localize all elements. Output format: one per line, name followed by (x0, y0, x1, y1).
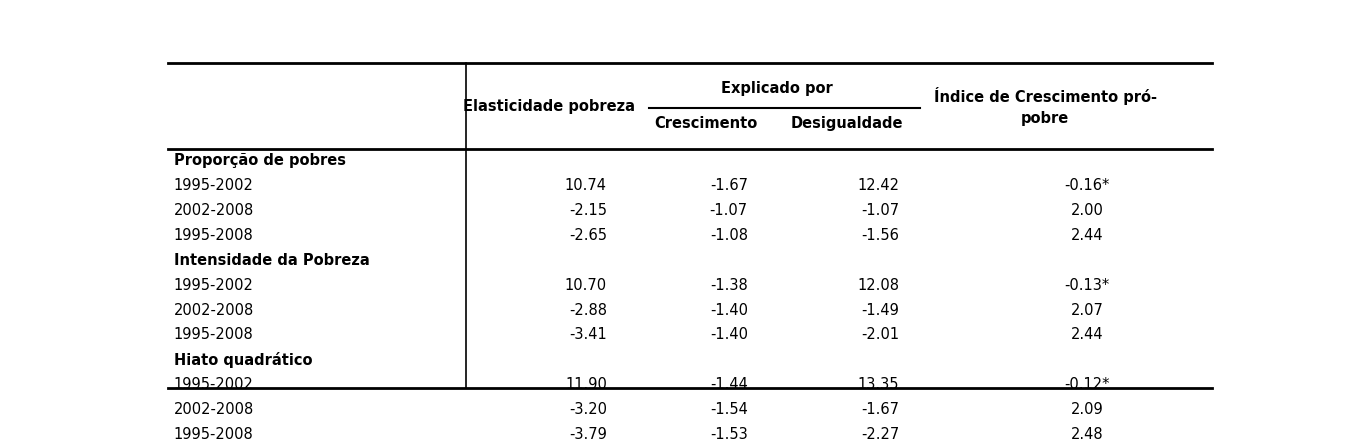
Text: 13.35: 13.35 (858, 377, 900, 392)
Text: 1995-2002: 1995-2002 (174, 377, 253, 392)
Text: 11.90: 11.90 (564, 377, 606, 392)
Text: -2.65: -2.65 (568, 228, 606, 243)
Text: 2002-2008: 2002-2008 (174, 203, 253, 218)
Text: 10.70: 10.70 (564, 278, 606, 293)
Text: 2.48: 2.48 (1071, 427, 1103, 442)
Text: -1.07: -1.07 (710, 203, 748, 218)
Text: -0.13*: -0.13* (1064, 278, 1110, 293)
Text: 2002-2008: 2002-2008 (174, 402, 253, 417)
Text: -1.08: -1.08 (710, 228, 748, 243)
Text: -2.01: -2.01 (861, 327, 900, 342)
Text: 1995-2002: 1995-2002 (174, 178, 253, 193)
Text: Explicado por: Explicado por (721, 82, 832, 97)
Text: 1995-2002: 1995-2002 (174, 278, 253, 293)
Text: 2.07: 2.07 (1071, 303, 1103, 318)
Text: Índice de Crescimento pró-
pobre: Índice de Crescimento pró- pobre (933, 86, 1157, 125)
Text: 2002-2008: 2002-2008 (174, 303, 253, 318)
Text: -1.56: -1.56 (861, 228, 900, 243)
Text: Proporção de pobres: Proporção de pobres (174, 153, 346, 168)
Text: -2.15: -2.15 (568, 203, 606, 218)
Text: -1.54: -1.54 (710, 402, 748, 417)
Text: -1.49: -1.49 (861, 303, 900, 318)
Text: Intensidade da Pobreza: Intensidade da Pobreza (174, 253, 369, 268)
Text: -1.44: -1.44 (710, 377, 748, 392)
Text: 2.44: 2.44 (1071, 327, 1103, 342)
Text: -1.53: -1.53 (710, 427, 748, 442)
Text: -0.12*: -0.12* (1064, 377, 1110, 392)
Text: -1.40: -1.40 (710, 327, 748, 342)
Text: Elasticidade pobreza: Elasticidade pobreza (463, 98, 636, 113)
Text: 12.42: 12.42 (857, 178, 900, 193)
Text: 10.74: 10.74 (564, 178, 606, 193)
Text: -3.79: -3.79 (568, 427, 606, 442)
Text: -1.07: -1.07 (861, 203, 900, 218)
Text: -2.88: -2.88 (568, 303, 606, 318)
Text: Desigualdade: Desigualdade (791, 116, 904, 131)
Text: Hiato quadrático: Hiato quadrático (174, 352, 313, 368)
Text: -0.16*: -0.16* (1064, 178, 1110, 193)
Text: 2.00: 2.00 (1071, 203, 1103, 218)
Text: 12.08: 12.08 (857, 278, 900, 293)
Text: 1995-2008: 1995-2008 (174, 427, 253, 442)
Text: -3.41: -3.41 (568, 327, 606, 342)
Text: -1.67: -1.67 (710, 178, 748, 193)
Text: 2.44: 2.44 (1071, 228, 1103, 243)
Text: -2.27: -2.27 (861, 427, 900, 442)
Text: -1.67: -1.67 (861, 402, 900, 417)
Text: Crescimento: Crescimento (655, 116, 757, 131)
Text: 1995-2008: 1995-2008 (174, 327, 253, 342)
Text: -1.38: -1.38 (710, 278, 748, 293)
Text: -3.20: -3.20 (568, 402, 606, 417)
Text: 2.09: 2.09 (1071, 402, 1103, 417)
Text: -1.40: -1.40 (710, 303, 748, 318)
Text: 1995-2008: 1995-2008 (174, 228, 253, 243)
